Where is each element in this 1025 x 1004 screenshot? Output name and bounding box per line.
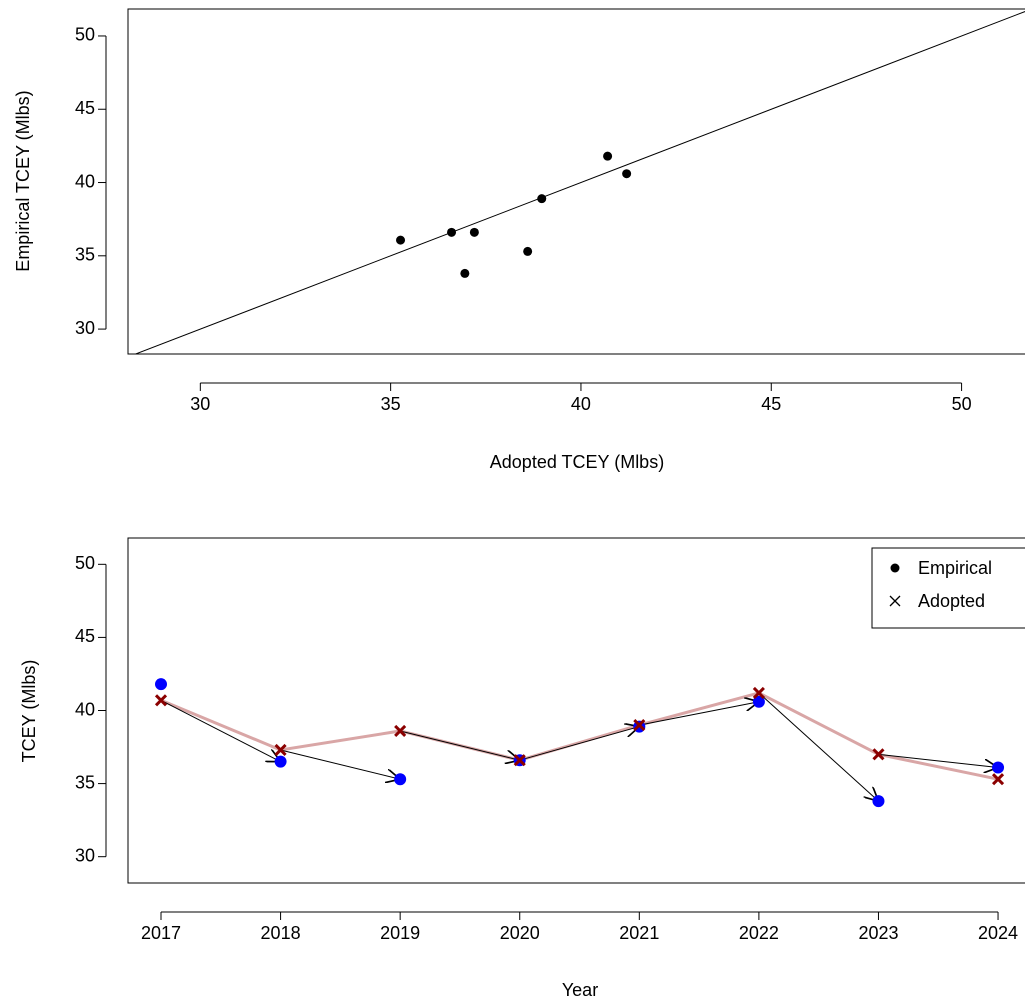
x-axis-title: Year (562, 980, 598, 1000)
empirical-point (394, 773, 407, 786)
x-tick-label: 2017 (141, 923, 181, 943)
empirical-point (752, 695, 765, 708)
x-tick-label: 30 (190, 394, 210, 414)
point (469, 227, 479, 237)
x-tick-label: 2024 (978, 923, 1018, 943)
legend-label: Empirical (918, 558, 992, 578)
adopted-point (394, 724, 407, 738)
y-tick-label: 35 (75, 772, 95, 792)
empirical-point (274, 755, 287, 768)
x-tick-label: 2018 (261, 923, 301, 943)
arrow (878, 753, 998, 767)
adopted-point (274, 743, 287, 757)
y-tick-label: 30 (75, 318, 95, 338)
y-tick-label: 40 (75, 699, 95, 719)
adopted-point (154, 694, 168, 707)
empirical-point (872, 795, 885, 808)
y-tick-label: 35 (75, 245, 95, 265)
x-tick-label: 2020 (500, 923, 540, 943)
point (622, 169, 632, 179)
x-tick-label: 2023 (858, 923, 898, 943)
legend-symbol (889, 595, 901, 607)
x-tick-label: 50 (952, 394, 972, 414)
point (460, 268, 470, 278)
legend-symbol (890, 563, 900, 573)
x-tick-label: 35 (381, 394, 401, 414)
legend-box (871, 547, 1025, 629)
y-tick-label: 50 (75, 25, 95, 45)
y-tick-label: 30 (75, 845, 95, 865)
arrow (758, 692, 879, 801)
y-tick-label: 50 (75, 553, 95, 573)
adopted-point (872, 748, 885, 761)
arrow (280, 749, 401, 779)
adopted-point (752, 686, 765, 700)
plot-frame (127, 537, 1025, 884)
arrow (400, 730, 520, 760)
y-tick-label: 45 (75, 626, 95, 646)
legend-label: Adopted (918, 591, 985, 611)
arrow (160, 699, 281, 761)
point (523, 246, 533, 256)
point (396, 235, 406, 245)
x-axis-title: Adopted TCEY (Mlbs) (490, 452, 664, 472)
x-tick-label: 40 (571, 394, 591, 414)
y-tick-label: 40 (75, 171, 95, 191)
y-axis-title: TCEY (Mlbs) (19, 660, 39, 763)
point (537, 194, 547, 204)
x-tick-label: 2022 (739, 923, 779, 943)
y-tick-label: 45 (75, 98, 95, 118)
arrow (639, 702, 759, 726)
empirical-point (992, 761, 1005, 774)
point (603, 151, 613, 161)
adopted-point (513, 754, 526, 767)
adopted-point (991, 773, 1005, 786)
plot-frame (127, 8, 1025, 355)
y-axis-title: Empirical TCEY (Mlbs) (13, 90, 33, 271)
x-tick-label: 2021 (619, 923, 659, 943)
x-tick-label: 45 (761, 394, 781, 414)
x-tick-label: 2019 (380, 923, 420, 943)
reference-line (134, 11, 1025, 354)
adopted-point (633, 719, 646, 732)
empirical-point (155, 678, 168, 691)
point (447, 227, 457, 237)
adopted-line (160, 691, 999, 781)
arrow (519, 727, 640, 761)
